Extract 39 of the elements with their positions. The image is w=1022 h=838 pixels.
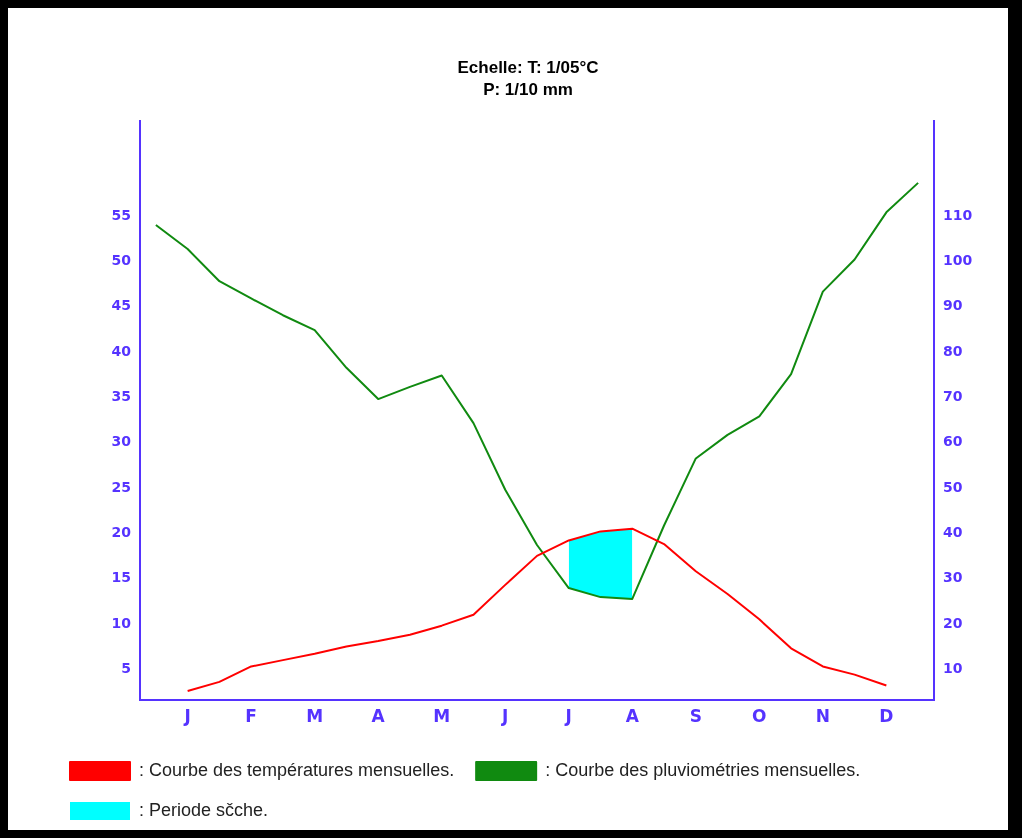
- legend-label: : Courbe des pluviométries mensuelles.: [545, 759, 861, 780]
- x-tick-label: O: [752, 705, 767, 726]
- y-tick-label: 5: [121, 659, 131, 676]
- x-tick-label: J: [501, 705, 509, 726]
- legend-label: : Periode sčche.: [139, 799, 269, 820]
- y2-tick-label: 100: [943, 251, 973, 268]
- x-tick-label: D: [879, 705, 894, 726]
- x-tick-label: F: [245, 705, 257, 726]
- y2-tick-label: 90: [943, 297, 963, 314]
- y2-tick-label: 110: [943, 206, 973, 223]
- legend-label: : Courbe des températures mensuelles.: [139, 759, 455, 780]
- y2-tick-label: 20: [943, 614, 963, 631]
- y-tick-label: 15: [111, 569, 131, 586]
- y-tick-label: 20: [111, 523, 132, 540]
- y2-tick-label: 40: [943, 523, 963, 540]
- y-tick-label: 35: [111, 387, 131, 404]
- chart-subtitle: P: 1/10 mm: [483, 80, 573, 100]
- chart-title: Echelle: T: 1/05°C: [457, 57, 599, 77]
- x-tick-label: J: [183, 705, 191, 726]
- x-tick-label: N: [815, 705, 830, 726]
- y-tick-label: 10: [111, 614, 132, 631]
- y-tick-label: 30: [111, 433, 132, 450]
- y2-tick-label: 70: [943, 387, 963, 404]
- x-tick-label: J: [564, 705, 572, 726]
- x-tick-label: A: [625, 705, 640, 726]
- x-tick-label: M: [306, 705, 324, 726]
- x-tick-label: M: [433, 705, 451, 726]
- y-tick-label: 25: [111, 478, 131, 495]
- y2-tick-label: 30: [943, 569, 963, 586]
- y2-tick-label: 80: [943, 342, 963, 359]
- y-tick-label: 45: [111, 297, 131, 314]
- y2-tick-label: 10: [943, 659, 963, 676]
- y-tick-label: 55: [111, 206, 131, 223]
- x-tick-label: A: [371, 705, 386, 726]
- y-tick-label: 50: [111, 251, 132, 268]
- y2-tick-label: 60: [943, 433, 963, 450]
- y2-tick-label: 50: [943, 478, 963, 495]
- x-tick-label: S: [689, 705, 702, 726]
- y-tick-label: 40: [111, 342, 132, 359]
